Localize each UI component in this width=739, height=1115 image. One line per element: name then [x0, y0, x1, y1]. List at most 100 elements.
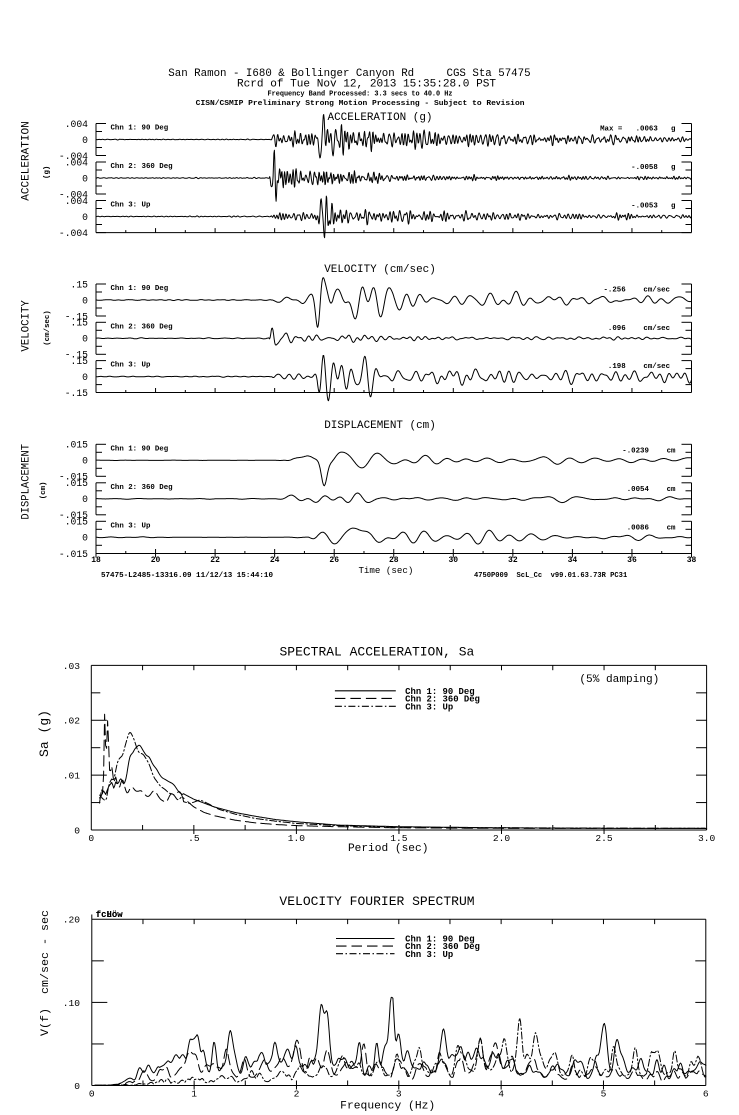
- svg-text:-.015: -.015: [59, 510, 88, 521]
- svg-text:0: 0: [82, 533, 88, 544]
- svg-text:28: 28: [389, 556, 399, 565]
- svg-text:-.15: -.15: [65, 311, 88, 322]
- svg-text:-.0239 cm: -.0239 cm: [622, 447, 676, 455]
- svg-text:(cm/sec): (cm/sec): [44, 310, 52, 346]
- svg-text:DISPLACEMENT: DISPLACEMENT: [20, 444, 32, 520]
- svg-text:Max = .0063 g: Max = .0063 g: [600, 126, 676, 134]
- svg-text:0: 0: [82, 212, 88, 223]
- svg-text:San Ramon - I680 & Bollinger C: San Ramon - I680 & Bollinger Canyon Rd C…: [168, 68, 530, 80]
- svg-text:Chn 2: 360 Deg: Chn 2: 360 Deg: [405, 695, 480, 705]
- svg-text:Chn 3: Up: Chn 3: Up: [405, 702, 453, 712]
- svg-text:0: 0: [89, 1088, 95, 1099]
- svg-text:(5% damping): (5% damping): [579, 674, 659, 686]
- svg-text:-.004: -.004: [59, 151, 88, 162]
- svg-text:0: 0: [74, 1081, 80, 1092]
- svg-text:4750P009 ScL_Cc v99.01.63.73: 4750P009 ScL_Cc v99.01.63.73R PC31: [474, 572, 628, 580]
- svg-text:Chn 1: 90 Deg: Chn 1: 90 Deg: [405, 687, 474, 697]
- svg-text:Chn 3: Up: Chn 3: Up: [111, 522, 151, 530]
- svg-text:fcLow: fcLow: [96, 910, 123, 920]
- svg-text:0: 0: [82, 295, 88, 306]
- svg-text:.15: .15: [71, 356, 89, 367]
- svg-text:Chn 2: 360 Deg: Chn 2: 360 Deg: [111, 163, 174, 171]
- svg-text:.198 cm/sec: .198 cm/sec: [608, 363, 670, 371]
- svg-text:0: 0: [82, 135, 88, 146]
- svg-text:0: 0: [82, 173, 88, 184]
- svg-text:-.015: -.015: [59, 472, 88, 483]
- svg-text:-.004: -.004: [59, 228, 88, 239]
- svg-text:Chn 3: Up: Chn 3: Up: [111, 362, 151, 370]
- svg-text:(g): (g): [44, 166, 52, 179]
- svg-text:.004: .004: [65, 119, 88, 130]
- svg-text:3: 3: [396, 1088, 402, 1099]
- svg-text:26: 26: [329, 556, 339, 565]
- svg-text:20: 20: [151, 556, 161, 565]
- svg-text:-.004: -.004: [59, 189, 88, 200]
- svg-text:-.0058 g: -.0058 g: [631, 164, 676, 172]
- svg-text:VELOCITY: VELOCITY: [21, 300, 33, 352]
- svg-text:32: 32: [508, 556, 518, 565]
- svg-text:Frequency Band Processed: 3.3: Frequency Band Processed: 3.3 secs to 40…: [268, 91, 453, 99]
- svg-text:2.5: 2.5: [595, 833, 613, 844]
- svg-text:Chn 2: 360 Deg: Chn 2: 360 Deg: [405, 942, 480, 952]
- svg-text:1.0: 1.0: [288, 833, 306, 844]
- svg-text:-.15: -.15: [65, 350, 88, 361]
- svg-text:.015: .015: [65, 478, 88, 489]
- svg-text:-.0053 g: -.0053 g: [631, 203, 676, 211]
- svg-text:36: 36: [627, 556, 637, 565]
- svg-text:-.015: -.015: [59, 549, 88, 560]
- svg-text:0: 0: [74, 825, 80, 836]
- svg-text:3.0: 3.0: [698, 833, 716, 844]
- svg-text:1.5: 1.5: [390, 833, 408, 844]
- svg-text:57475-L2485-13316.09 11/12/13: 57475-L2485-13316.09 11/12/13 15:44:10: [101, 572, 273, 580]
- svg-text:-.15: -.15: [65, 388, 88, 399]
- svg-text:.15: .15: [71, 318, 89, 329]
- svg-text:.20: .20: [63, 915, 81, 926]
- svg-text:ACCELERATION: ACCELERATION: [20, 121, 32, 201]
- svg-text:4: 4: [498, 1088, 504, 1099]
- svg-text:0: 0: [82, 334, 88, 345]
- svg-text:CISN/CSMIP Preliminary Strong: CISN/CSMIP Preliminary Strong Motion Pro…: [196, 100, 525, 108]
- svg-text:Period (sec): Period (sec): [348, 843, 429, 855]
- svg-text:Chn 1: 90 Deg: Chn 1: 90 Deg: [111, 125, 169, 133]
- svg-text:24: 24: [270, 556, 280, 565]
- svg-text:Time (sec): Time (sec): [358, 565, 413, 576]
- svg-text:Chn 3: Up: Chn 3: Up: [405, 950, 453, 960]
- svg-text:VELOCITY (cm/sec): VELOCITY (cm/sec): [324, 264, 436, 276]
- svg-text:SPECTRAL ACCELERATION, Sa: SPECTRAL ACCELERATION, Sa: [280, 644, 475, 659]
- svg-text:.0054 cm: .0054 cm: [627, 486, 676, 494]
- svg-text:.10: .10: [63, 998, 81, 1009]
- svg-text:.01: .01: [63, 771, 81, 782]
- svg-text:(cm): (cm): [40, 482, 48, 500]
- svg-text:0: 0: [88, 833, 94, 844]
- svg-text:1: 1: [191, 1088, 197, 1099]
- svg-text:30: 30: [448, 556, 458, 565]
- svg-text:5: 5: [601, 1088, 607, 1099]
- svg-text:VELOCITY FOURIER SPECTRUM: VELOCITY FOURIER SPECTRUM: [279, 894, 474, 909]
- svg-text:V(f) cm/sec - sec: V(f) cm/sec - sec: [40, 910, 52, 1036]
- svg-text:Rcrd of Tue Nov 12, 2013 15:35: Rcrd of Tue Nov 12, 2013 15:35:28.0 PST: [237, 79, 496, 91]
- svg-text:Sa (g): Sa (g): [37, 710, 52, 757]
- svg-text:38: 38: [687, 556, 697, 565]
- svg-text:Frequency (Hz): Frequency (Hz): [340, 1100, 435, 1112]
- svg-text:18: 18: [91, 556, 101, 565]
- svg-text:fcHöw: fcHöw: [96, 910, 123, 920]
- svg-text:.096 cm/sec: .096 cm/sec: [608, 325, 670, 333]
- svg-text:.5: .5: [188, 833, 200, 844]
- svg-text:Chn 2: 360 Deg: Chn 2: 360 Deg: [111, 484, 174, 492]
- svg-text:Chn 1: 90 Deg: Chn 1: 90 Deg: [405, 935, 474, 945]
- svg-text:.0086 cm: .0086 cm: [627, 524, 676, 532]
- svg-text:.015: .015: [65, 517, 88, 528]
- svg-text:DISPLACEMENT (cm): DISPLACEMENT (cm): [324, 420, 436, 432]
- svg-text:2.0: 2.0: [493, 833, 511, 844]
- svg-text:.15: .15: [71, 279, 89, 290]
- svg-text:Chn 2: 360 Deg: Chn 2: 360 Deg: [111, 323, 174, 331]
- svg-text:0: 0: [82, 494, 88, 505]
- svg-text:Chn 1: 90 Deg: Chn 1: 90 Deg: [111, 445, 169, 453]
- svg-text:0: 0: [82, 372, 88, 383]
- svg-text:-.256 cm/sec: -.256 cm/sec: [603, 287, 670, 295]
- svg-text:.004: .004: [65, 196, 88, 207]
- svg-text:22: 22: [210, 556, 220, 565]
- svg-text:Chn 3: Up: Chn 3: Up: [111, 202, 151, 210]
- svg-text:ACCELERATION (g): ACCELERATION (g): [328, 112, 433, 124]
- svg-text:6: 6: [703, 1088, 709, 1099]
